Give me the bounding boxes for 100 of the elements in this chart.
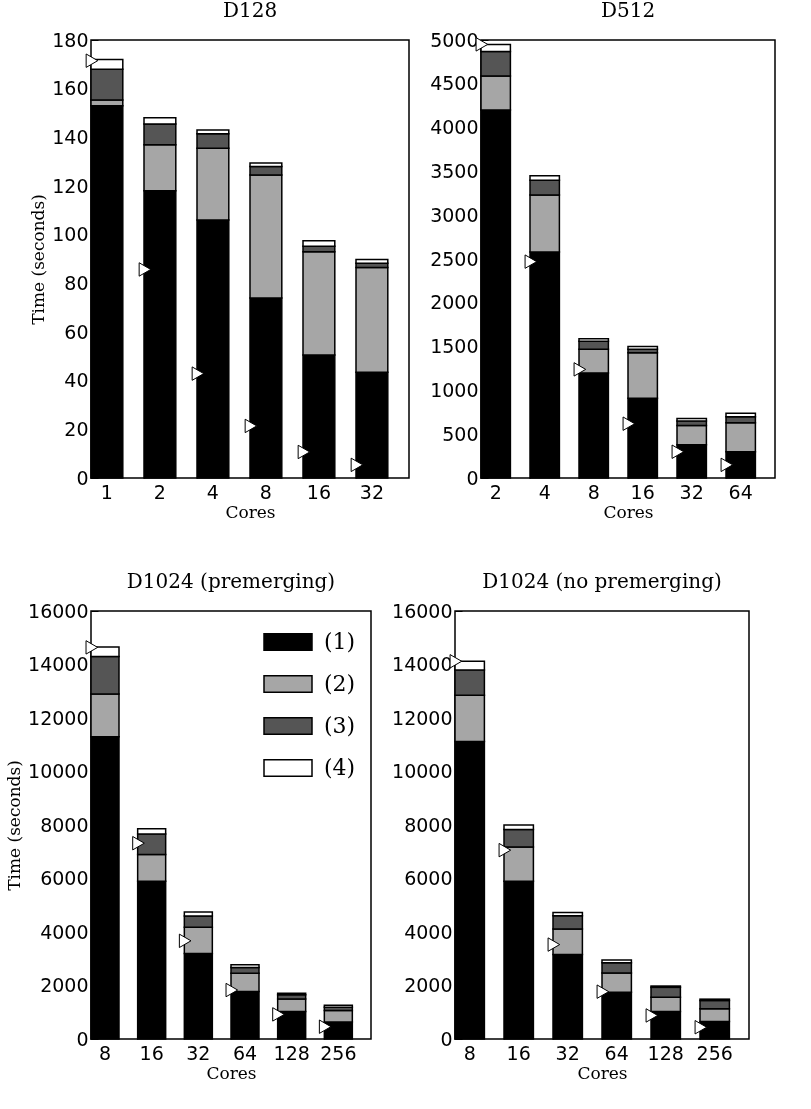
- point: [138, 262, 152, 277]
- x-tick-label: 4: [538, 480, 551, 503]
- x-tick-label: 2: [489, 480, 502, 503]
- y-tick-label: 16000: [392, 599, 453, 622]
- chart-title: D128: [222, 0, 278, 22]
- x-tick-label: 64: [728, 480, 753, 503]
- x-tick-label: 256: [320, 1041, 357, 1064]
- y-tick-label: 0: [440, 1027, 453, 1050]
- point: [671, 444, 685, 459]
- x-axis-title: Cores: [206, 1062, 257, 1083]
- y-tick-label: 160: [52, 77, 89, 100]
- y-tick-label: 16000: [28, 599, 89, 622]
- point: [225, 982, 239, 998]
- point: [622, 416, 636, 431]
- y-tick-label: 4500: [430, 72, 479, 95]
- x-tick-label: 4: [206, 480, 219, 503]
- point: [191, 366, 205, 381]
- y-tick-label: 10000: [392, 760, 453, 782]
- y-tick-label: 180: [52, 28, 89, 51]
- y-tick-label: 4000: [40, 920, 89, 943]
- point: [132, 835, 145, 851]
- y-tick-label: 0: [466, 466, 479, 489]
- point: [720, 457, 734, 473]
- x-tick-label: 32: [186, 1041, 211, 1064]
- y-tick-label: 40: [64, 369, 89, 392]
- bar: [676, 417, 708, 422]
- y-tick-label: 1500: [430, 335, 479, 358]
- y-tick-label: 10000: [28, 760, 89, 782]
- point: [524, 254, 538, 269]
- point: [475, 37, 489, 52]
- y-tick-label: 20: [64, 417, 89, 440]
- point: [85, 640, 99, 655]
- legend-label: (4): [324, 755, 356, 780]
- point: [694, 1020, 708, 1035]
- y-tick-label: 8000: [404, 813, 453, 836]
- x-tick-label: 16: [139, 1041, 164, 1064]
- y-tick-label: 14000: [392, 653, 453, 675]
- bar: [355, 258, 389, 264]
- y-tick-label: 3000: [430, 203, 479, 226]
- y-tick-label: 0: [76, 466, 89, 489]
- point: [573, 362, 587, 377]
- legend-label: (2): [324, 671, 356, 696]
- y-axis-title: Time (seconds): [28, 194, 49, 325]
- chart-title: D1024 (premerging): [126, 569, 336, 593]
- x-tick-label: 64: [232, 1041, 258, 1064]
- chart-title: D1024 (no premerging): [482, 569, 722, 593]
- x-tick-label: 8: [463, 1041, 476, 1064]
- x-axis-title: Cores: [603, 501, 654, 522]
- legend-label: (3): [324, 713, 356, 738]
- y-tick-label: 2000: [404, 974, 453, 996]
- y-tick-label: 2000: [40, 974, 89, 996]
- y-tick-label: 1000: [430, 378, 479, 401]
- point: [297, 444, 311, 460]
- y-tick-label: 100: [52, 223, 89, 246]
- x-tick-label: 256: [696, 1041, 733, 1064]
- point: [596, 984, 610, 999]
- x-tick-label: 128: [273, 1041, 310, 1064]
- x-tick-label: 16: [306, 480, 331, 503]
- x-tick-label: 16: [630, 480, 655, 503]
- y-tick-label: 4000: [430, 116, 479, 139]
- bar: [627, 345, 659, 350]
- y-tick-label: 140: [52, 125, 89, 148]
- y-tick-label: 80: [64, 271, 89, 294]
- point: [645, 1008, 659, 1023]
- x-axis-title: Cores: [577, 1062, 628, 1083]
- y-tick-label: 4000: [404, 920, 453, 943]
- y-tick-label: 5000: [430, 28, 479, 51]
- y-tick-label: 6000: [404, 867, 453, 889]
- y-tick-label: 8000: [40, 813, 89, 836]
- point: [350, 457, 364, 473]
- y-tick-label: 2000: [430, 291, 479, 314]
- y-tick-label: 2500: [430, 247, 479, 270]
- x-tick-label: 8: [259, 480, 272, 503]
- point: [85, 53, 99, 68]
- y-tick-label: 500: [442, 422, 479, 445]
- point: [547, 937, 561, 952]
- x-tick-label: 1: [100, 480, 113, 503]
- x-axis-title: Cores: [225, 501, 276, 522]
- x-tick-label: 8: [98, 1041, 112, 1064]
- y-tick-label: 0: [76, 1027, 89, 1050]
- x-tick-label: 32: [679, 480, 704, 503]
- x-tick-label: 128: [647, 1041, 684, 1064]
- y-tick-label: 6000: [40, 867, 89, 889]
- x-tick-label: 16: [506, 1041, 531, 1064]
- x-tick-label: 2: [153, 480, 166, 503]
- chart-title: D512: [600, 0, 656, 22]
- x-tick-label: 32: [555, 1041, 580, 1064]
- bar: [302, 240, 336, 248]
- y-axis-title: Time (seconds): [4, 760, 25, 891]
- point: [498, 842, 512, 858]
- x-tick-label: 32: [359, 480, 384, 503]
- y-tick-label: 12000: [392, 706, 453, 729]
- point: [244, 418, 258, 434]
- point: [272, 1007, 285, 1022]
- y-tick-label: 60: [64, 320, 89, 343]
- x-tick-label: 8: [587, 480, 600, 503]
- point: [178, 933, 192, 949]
- y-tick-label: 14000: [28, 653, 89, 675]
- y-tick-label: 120: [52, 174, 89, 197]
- point: [318, 1019, 332, 1034]
